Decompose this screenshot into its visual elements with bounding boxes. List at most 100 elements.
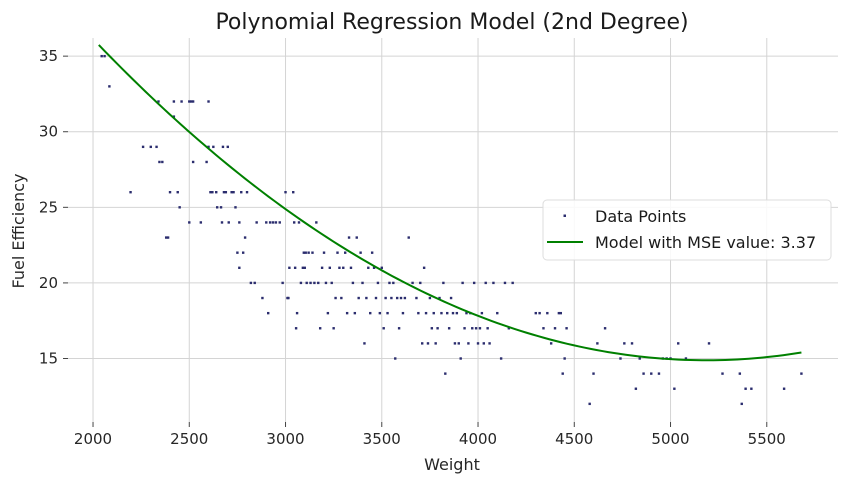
data-point xyxy=(800,372,803,375)
data-point xyxy=(191,100,195,103)
data-point xyxy=(750,387,753,390)
data-point xyxy=(432,311,435,315)
data-point xyxy=(507,327,511,330)
data-point xyxy=(542,327,545,330)
data-point xyxy=(344,251,347,254)
data-point xyxy=(657,372,661,375)
data-point xyxy=(149,145,152,149)
data-point xyxy=(363,342,366,345)
data-point xyxy=(472,281,476,285)
data-point xyxy=(188,100,191,103)
data-point xyxy=(603,327,607,330)
data-point xyxy=(365,296,368,300)
data-point xyxy=(478,327,482,330)
data-point xyxy=(267,311,270,315)
y-axis-ticks: 15 20 25 30 35 xyxy=(39,47,68,368)
legend-box xyxy=(542,199,832,261)
data-point xyxy=(230,191,233,194)
data-point xyxy=(482,342,485,345)
data-point xyxy=(211,191,214,194)
data-point xyxy=(301,266,305,269)
data-point xyxy=(440,311,443,315)
data-point xyxy=(721,372,724,375)
data-point xyxy=(232,191,235,194)
data-point xyxy=(215,191,218,194)
data-point xyxy=(281,281,284,285)
data-point xyxy=(103,54,106,58)
data-point xyxy=(253,281,256,285)
data-point xyxy=(650,372,653,375)
x-tick-label: 4500 xyxy=(555,430,593,448)
data-point xyxy=(188,221,191,224)
data-point xyxy=(334,296,337,300)
data-point xyxy=(224,191,228,194)
data-point xyxy=(292,221,296,224)
data-point xyxy=(376,281,380,285)
data-point xyxy=(100,54,103,58)
data-point xyxy=(172,100,176,103)
data-point xyxy=(215,206,219,209)
data-point xyxy=(496,311,499,315)
data-point xyxy=(382,327,385,330)
data-point xyxy=(309,281,312,285)
data-point xyxy=(161,160,164,164)
data-point xyxy=(476,342,480,345)
data-point xyxy=(255,221,258,224)
data-point xyxy=(446,311,449,315)
data-point xyxy=(278,221,281,224)
data-point xyxy=(157,100,160,103)
y-tick-label: 30 xyxy=(39,123,58,141)
data-point xyxy=(166,236,170,239)
data-point xyxy=(424,311,428,315)
data-point xyxy=(684,357,688,360)
data-point xyxy=(415,296,418,300)
data-point xyxy=(324,281,328,285)
data-point xyxy=(302,251,306,254)
x-axis-ticks: 2000 2500 3000 3500 4000 4500 5000 5500 xyxy=(74,422,786,448)
data-point xyxy=(199,221,203,224)
data-point xyxy=(436,327,439,330)
data-point xyxy=(212,145,215,149)
data-point xyxy=(158,160,161,164)
data-point xyxy=(549,342,553,345)
data-point xyxy=(357,296,360,300)
legend-label-model: Model with MSE value: 3.37 xyxy=(595,233,816,252)
data-point xyxy=(565,327,568,330)
data-point xyxy=(347,236,351,239)
data-point xyxy=(222,191,226,194)
data-point xyxy=(559,311,562,315)
data-point xyxy=(168,191,172,194)
data-point xyxy=(444,372,447,375)
data-point xyxy=(438,296,441,300)
data-point xyxy=(467,342,470,345)
data-point xyxy=(226,145,229,149)
data-point xyxy=(359,251,362,254)
legend: Data Points Model with MSE value: 3.37 xyxy=(542,199,832,261)
data-point xyxy=(546,311,549,315)
data-point xyxy=(484,281,487,285)
data-point xyxy=(292,191,295,194)
data-point xyxy=(707,342,711,345)
data-point xyxy=(176,191,179,194)
data-point xyxy=(471,327,474,330)
data-point xyxy=(369,311,372,315)
data-point xyxy=(307,251,310,254)
data-point xyxy=(459,357,462,360)
data-point xyxy=(738,372,742,375)
data-point xyxy=(630,342,634,345)
data-points xyxy=(100,54,803,406)
data-point xyxy=(293,266,297,269)
data-point xyxy=(553,327,557,330)
data-point xyxy=(367,266,370,269)
data-point xyxy=(372,266,376,269)
data-point xyxy=(299,281,303,285)
data-point xyxy=(447,327,451,330)
data-point xyxy=(155,145,158,149)
data-point xyxy=(395,296,399,300)
data-point xyxy=(349,266,353,269)
data-point xyxy=(740,402,743,406)
x-tick-label: 5000 xyxy=(651,430,689,448)
x-tick-label: 2000 xyxy=(74,430,112,448)
data-point xyxy=(340,296,343,300)
data-point xyxy=(243,236,247,239)
